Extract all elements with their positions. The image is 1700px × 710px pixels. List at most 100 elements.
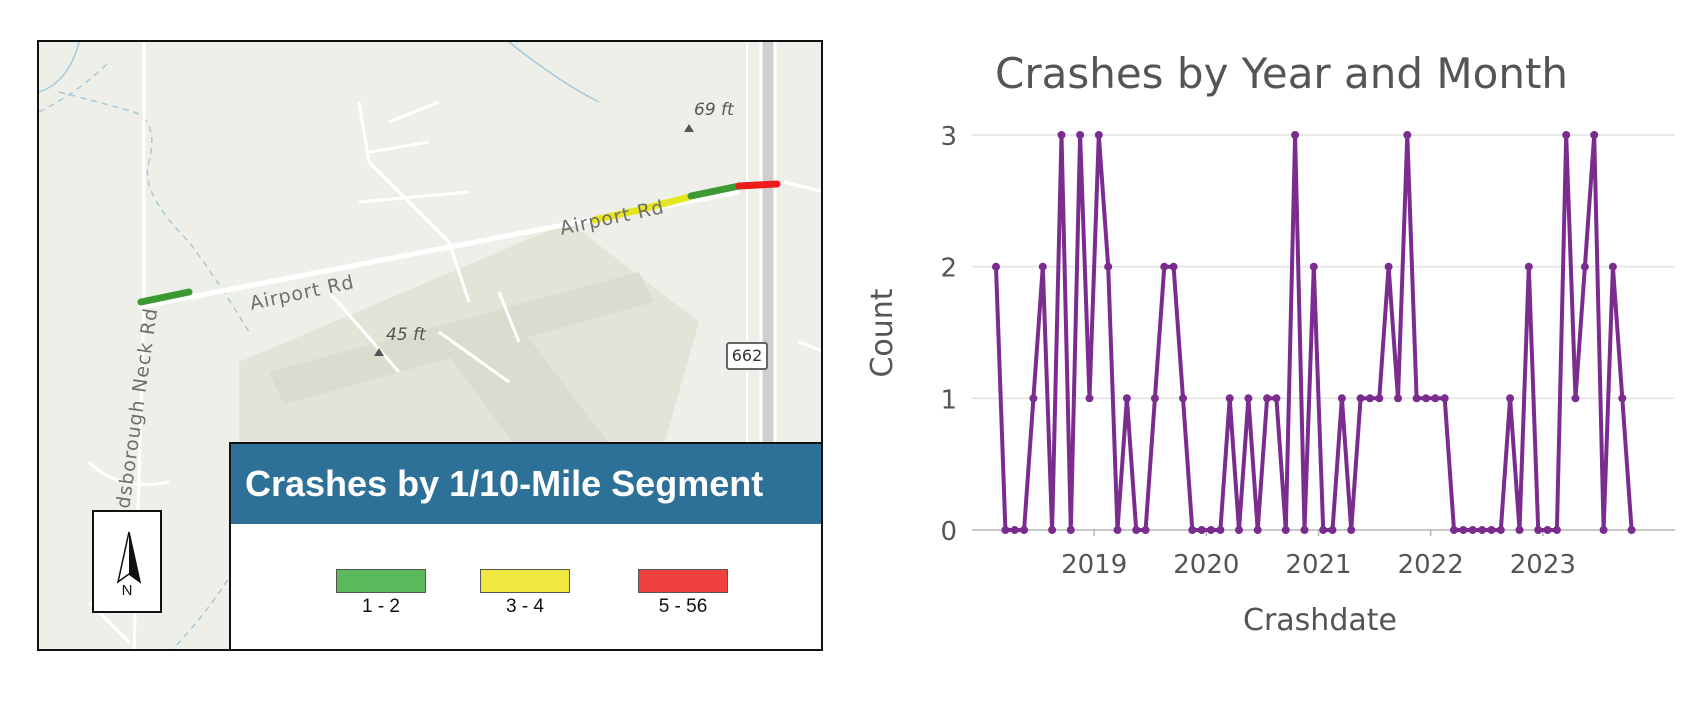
legend-title: Crashes by 1/10-Mile Segment	[231, 444, 821, 524]
data-point[interactable]	[1590, 131, 1599, 139]
data-point[interactable]	[1048, 526, 1057, 534]
data-point[interactable]	[1113, 526, 1122, 534]
data-point[interactable]	[1524, 262, 1533, 271]
data-point[interactable]	[1076, 131, 1085, 139]
data-point[interactable]	[1562, 131, 1571, 139]
legend: Crashes by 1/10-Mile Segment 1 - 2 3 - 4…	[229, 442, 821, 649]
elevation-marker	[684, 124, 694, 132]
data-point[interactable]	[1197, 526, 1206, 534]
data-point[interactable]	[1244, 394, 1253, 403]
data-point[interactable]	[1412, 394, 1421, 403]
legend-label: 1 - 2	[361, 596, 401, 617]
segment-mid	[590, 193, 693, 224]
data-point[interactable]	[1431, 394, 1440, 403]
data-point[interactable]	[1618, 394, 1627, 403]
data-point[interactable]	[1384, 262, 1393, 271]
data-point[interactable]	[1207, 526, 1215, 534]
y-tick-label: 1	[940, 385, 957, 415]
legend-swatch	[480, 569, 570, 593]
data-point[interactable]	[1281, 526, 1290, 534]
data-point[interactable]	[1337, 394, 1346, 403]
data-point[interactable]	[1132, 526, 1141, 534]
data-point[interactable]	[1319, 526, 1328, 534]
data-point[interactable]	[1627, 526, 1636, 534]
segment-high	[735, 180, 781, 190]
x-axis-ticks: 2019 2020 2021 2022 2023	[1061, 530, 1576, 580]
x-tick-label: 2023	[1510, 550, 1576, 580]
data-point[interactable]	[1253, 526, 1262, 534]
data-point[interactable]	[1216, 526, 1225, 534]
data-point[interactable]	[1104, 262, 1113, 271]
data-point[interactable]	[1375, 394, 1384, 403]
legend-item: 1 - 2	[336, 569, 426, 618]
legend-item: 3 - 4	[480, 569, 570, 618]
x-tick-label: 2021	[1285, 550, 1351, 580]
data-point[interactable]	[1160, 262, 1169, 271]
data-point[interactable]	[1188, 526, 1197, 534]
y-axis-label: Count	[865, 288, 900, 377]
data-point[interactable]	[1608, 262, 1617, 271]
data-point[interactable]	[1085, 394, 1094, 403]
data-point[interactable]	[1225, 394, 1234, 403]
data-point[interactable]	[1347, 526, 1356, 534]
data-point[interactable]	[1365, 394, 1374, 403]
data-point[interactable]	[1506, 394, 1515, 403]
data-point[interactable]	[1291, 131, 1300, 139]
north-arrow-icon	[116, 531, 142, 584]
data-point[interactable]	[1571, 394, 1580, 403]
data-point[interactable]	[1038, 262, 1047, 271]
data-point[interactable]	[1179, 394, 1187, 403]
legend-swatch	[638, 569, 728, 593]
data-point[interactable]	[1394, 394, 1402, 403]
segment-low	[137, 288, 193, 306]
data-point[interactable]	[1487, 526, 1496, 534]
route-shield: 662	[726, 342, 768, 370]
data-point[interactable]	[1169, 262, 1178, 271]
data-point[interactable]	[1001, 526, 1010, 534]
data-point[interactable]	[1235, 526, 1243, 534]
data-point[interactable]	[1543, 526, 1552, 534]
data-point[interactable]	[1552, 526, 1561, 534]
data-point[interactable]	[1020, 526, 1029, 534]
x-tick-label: 2019	[1061, 550, 1127, 580]
data-point[interactable]	[1440, 394, 1449, 403]
data-point[interactable]	[1450, 526, 1458, 534]
legend-item: 5 - 56	[638, 569, 728, 618]
data-point[interactable]	[1066, 526, 1075, 534]
y-tick-label: 2	[940, 254, 957, 284]
data-point[interactable]	[1422, 394, 1430, 403]
map-panel[interactable]: Airport Rd Airport Rd dsborough Neck Rd …	[37, 40, 823, 651]
data-point[interactable]	[1094, 131, 1103, 139]
series-line	[994, 133, 1634, 532]
data-point[interactable]	[1459, 526, 1468, 534]
segment-low	[687, 182, 743, 200]
data-point[interactable]	[1515, 526, 1524, 534]
data-point[interactable]	[1534, 526, 1543, 534]
stream	[508, 42, 600, 103]
stream	[39, 42, 80, 93]
data-point[interactable]	[1141, 526, 1150, 534]
data-point[interactable]	[1309, 262, 1318, 271]
data-point[interactable]	[1403, 131, 1412, 139]
data-point[interactable]	[1328, 526, 1337, 534]
x-tick-label: 2020	[1173, 550, 1239, 580]
data-point[interactable]	[1580, 262, 1589, 271]
data-point[interactable]	[1122, 394, 1131, 403]
data-point[interactable]	[992, 262, 1000, 271]
data-point[interactable]	[1010, 526, 1019, 534]
north-label: N	[121, 582, 133, 599]
legend-label: 3 - 4	[505, 596, 545, 617]
data-point[interactable]	[1057, 131, 1066, 139]
data-point[interactable]	[1263, 394, 1272, 403]
data-point[interactable]	[1356, 394, 1365, 403]
y-tick-label: 0	[940, 517, 957, 547]
data-point[interactable]	[1272, 394, 1281, 403]
data-point[interactable]	[1468, 526, 1477, 534]
data-point[interactable]	[1478, 526, 1487, 534]
data-point[interactable]	[1300, 526, 1309, 534]
data-point[interactable]	[1029, 394, 1038, 403]
data-point[interactable]	[1496, 526, 1505, 534]
data-point[interactable]	[1150, 394, 1159, 403]
data-point[interactable]	[1599, 526, 1608, 534]
elevation-label: 69 ft	[694, 100, 734, 120]
